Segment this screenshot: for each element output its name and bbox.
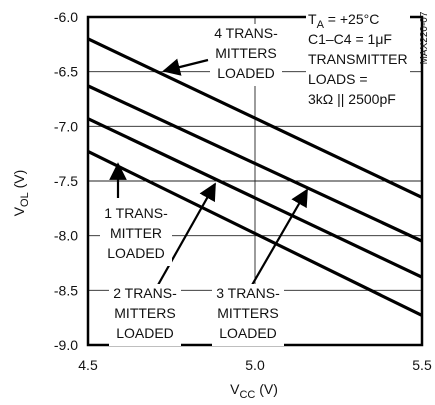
curve2-label: 2 TRANS- MITTERS LOADED [109, 284, 181, 346]
series-line-1 [87, 150, 423, 317]
y-tick-label: -9.0 [54, 337, 78, 353]
curve1-label-line: MITTER [110, 225, 162, 241]
arrow-curve4 [162, 58, 209, 76]
conditions-block: TA = +25°C C1–C4 = 1μF TRANSMITTER LOADS… [306, 10, 410, 108]
y-tick-label: -7.5 [54, 173, 78, 189]
curve4-label-line: MITTERS [215, 45, 276, 61]
x-tick-label: 4.5 [78, 357, 98, 373]
condition-line4: LOADS = [308, 71, 368, 87]
y-tick-label: -6.0 [54, 9, 78, 25]
curve4-label-line: LOADED [217, 65, 275, 81]
arrow-curve3 [251, 188, 308, 286]
annotation-labels: 4 TRANS- MITTERS LOADED 1 TRANS- MITTER LOADE… [100, 24, 284, 346]
x-tick-label: 5.0 [245, 357, 265, 373]
tick-labels: -6.0 -6.5 -7.0 -7.5 -8.0 -8.5 -9.04.5 5.0 5.5 [54, 9, 432, 373]
y-tick-label: -7.0 [54, 118, 78, 134]
x-tick-label: 5.5 [412, 357, 432, 373]
series [87, 37, 423, 317]
arrows [109, 58, 308, 286]
y-tick-label: -8.5 [54, 282, 78, 298]
curve3-label-line: 3 TRANS- [216, 285, 280, 301]
part-id: MAX220-07 [419, 11, 430, 64]
y-axis-label: VOL (V) [11, 170, 31, 217]
curve1-label-line: LOADED [107, 245, 165, 261]
curve3-label-line: MITTERS [217, 305, 278, 321]
curve1-label: 1 TRANS- MITTER LOADED [100, 204, 172, 266]
curve3-label-bg [212, 284, 284, 346]
condition-temp: TA = +25°C [308, 11, 379, 31]
arrow-curve2 [157, 182, 216, 286]
condition-caps: C1–C4 = 1μF [308, 31, 392, 47]
series-line-3 [87, 84, 423, 243]
curve2-label-line: 2 TRANS- [113, 285, 177, 301]
curve4-label-line: 4 TRANS- [214, 25, 278, 41]
curve3-label-line: LOADED [219, 325, 277, 341]
x-axis-label: VCC (V) [230, 381, 278, 401]
curve1-label-bg [100, 204, 172, 266]
curve1-label-line: 1 TRANS- [104, 205, 168, 221]
curve2-label-bg [109, 284, 181, 346]
curve4-label-bg [210, 24, 282, 86]
curve3-label: 3 TRANS- MITTERS LOADED [212, 284, 284, 346]
curve4-label: 4 TRANS- MITTERS LOADED [210, 24, 282, 86]
y-tick-label: -8.0 [54, 228, 78, 244]
curve2-label-line: LOADED [116, 325, 174, 341]
condition-line3: TRANSMITTER [308, 51, 408, 67]
series-line-4 [87, 37, 423, 199]
y-tick-label: -6.5 [54, 64, 78, 80]
series-line-2 [87, 117, 423, 279]
condition-line5: 3kΩ || 2500pF [308, 91, 396, 107]
curve2-label-line: MITTERS [114, 305, 175, 321]
